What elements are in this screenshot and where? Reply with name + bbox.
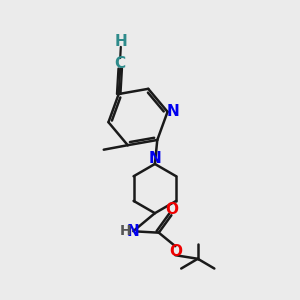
Text: H: H [120, 224, 132, 238]
Text: N: N [126, 224, 139, 239]
Text: O: O [165, 202, 178, 217]
Text: N: N [166, 104, 179, 119]
Text: H: H [115, 34, 128, 49]
Text: O: O [169, 244, 182, 259]
Text: C: C [115, 56, 126, 71]
Text: N: N [148, 151, 161, 166]
